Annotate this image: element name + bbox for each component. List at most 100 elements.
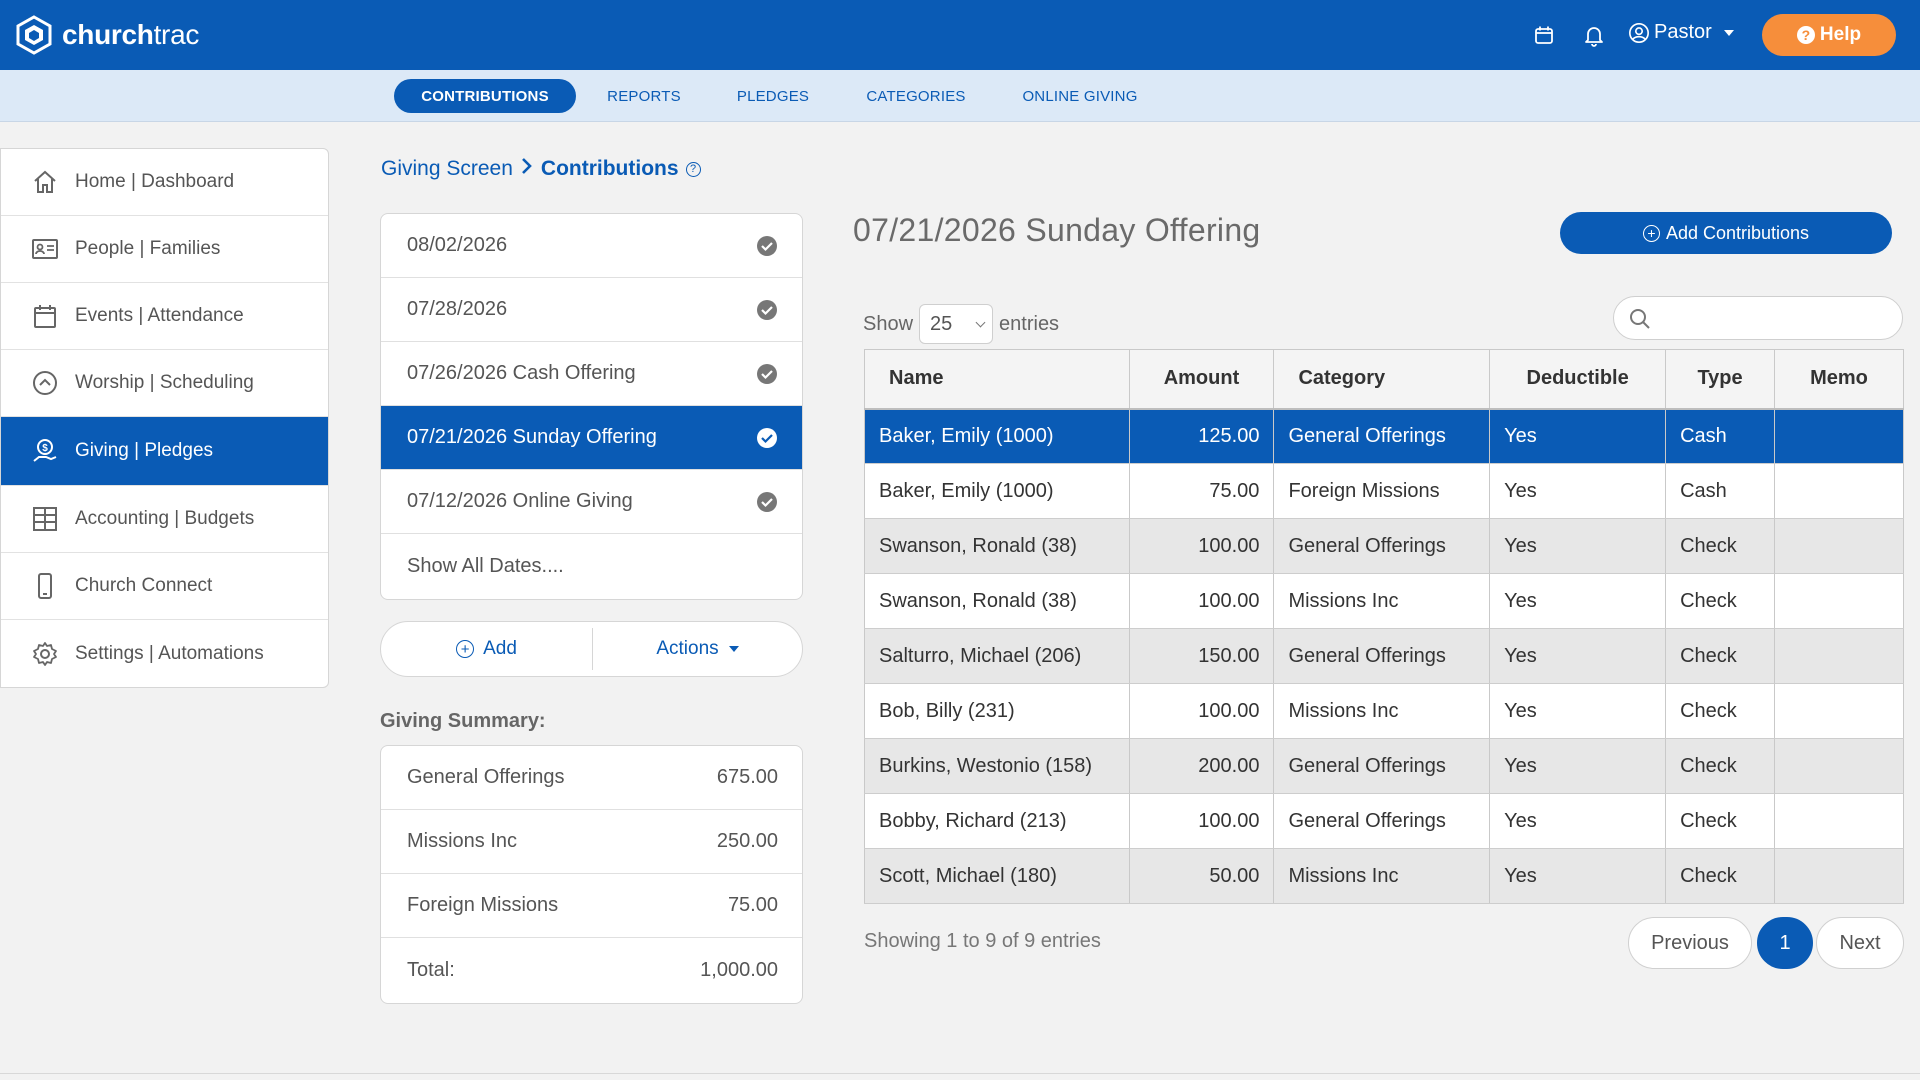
sidebar-item-accounting[interactable]: Accounting | Budgets xyxy=(1,486,328,553)
tab-categories[interactable]: CATEGORIES xyxy=(866,87,966,105)
batch-item[interactable]: 07/28/2026 xyxy=(381,278,802,342)
sidebar-item-label: Giving | Pledges xyxy=(75,440,214,461)
cell-deductible: Yes xyxy=(1489,518,1667,574)
column-header-name[interactable]: Name xyxy=(864,349,1130,410)
tab-reports[interactable]: REPORTS xyxy=(607,87,681,105)
bell-icon[interactable] xyxy=(1582,23,1606,47)
caret-down-icon xyxy=(1723,29,1734,36)
question-circle-icon: ? xyxy=(1796,26,1815,44)
tab-pledges[interactable]: PLEDGES xyxy=(736,87,810,105)
column-header-category[interactable]: Category xyxy=(1273,349,1491,410)
cell-deductible: Yes xyxy=(1489,573,1667,629)
chevron-down-icon xyxy=(975,317,986,328)
search-input[interactable] xyxy=(1658,303,1888,333)
cell-amount: 100.00 xyxy=(1128,573,1275,629)
sidebar-item-settings[interactable]: Settings | Automations xyxy=(1,620,328,687)
add-batch-button[interactable]: + Add xyxy=(381,622,592,676)
info-icon[interactable]: ? xyxy=(685,161,701,177)
summary-amount: 75.00 xyxy=(727,894,778,916)
batch-item-selected[interactable]: 07/21/2026 Sunday Offering xyxy=(381,406,802,470)
show-all-dates-link[interactable]: Show All Dates.... xyxy=(381,534,802,598)
contributions-table: Name Amount Category Deductible Type Mem… xyxy=(864,349,1904,904)
actions-label: Actions xyxy=(656,638,719,659)
table-row[interactable]: Scott, Michael (180) 50.00 Missions Inc … xyxy=(864,848,1904,904)
previous-page-button[interactable]: Previous xyxy=(1628,917,1752,969)
batch-actions-bar: + Add Actions xyxy=(380,621,803,677)
cell-category: General Offerings xyxy=(1273,408,1491,464)
column-header-amount[interactable]: Amount xyxy=(1128,349,1275,410)
page-1-button[interactable]: 1 xyxy=(1757,917,1813,969)
cell-type: Check xyxy=(1665,738,1776,794)
table-row[interactable]: Salturro, Michael (206) 150.00 General O… xyxy=(864,628,1904,684)
table-row-selected[interactable]: Baker, Emily (1000) 125.00 General Offer… xyxy=(864,408,1904,464)
mobile-phone-icon xyxy=(30,571,60,601)
table-row[interactable]: Swanson, Ronald (38) 100.00 General Offe… xyxy=(864,518,1904,574)
check-badge-icon xyxy=(757,364,777,384)
cell-memo xyxy=(1774,628,1904,684)
batch-label: 08/02/2026 xyxy=(407,234,508,256)
batch-item[interactable]: 07/12/2026 Online Giving xyxy=(381,470,802,534)
table-row[interactable]: Bobby, Richard (213) 100.00 General Offe… xyxy=(864,793,1904,849)
actions-dropdown[interactable]: Actions xyxy=(593,622,802,676)
tab-contributions[interactable]: CONTRIBUTIONS xyxy=(394,79,576,113)
cell-deductible: Yes xyxy=(1489,683,1667,739)
cell-type: Check xyxy=(1665,793,1776,849)
churchtrac-logo[interactable]: churchtrac xyxy=(14,15,199,55)
logo-text: churchtrac xyxy=(62,19,200,50)
batch-item[interactable]: 08/02/2026 xyxy=(381,214,802,278)
tab-online-giving[interactable]: ONLINE GIVING xyxy=(1022,87,1138,105)
entries-value: 25 xyxy=(930,312,953,335)
table-row[interactable]: Swanson, Ronald (38) 100.00 Missions Inc… xyxy=(864,573,1904,629)
column-header-deductible[interactable]: Deductible xyxy=(1489,349,1667,410)
cell-category: General Offerings xyxy=(1273,793,1491,849)
cell-amount: 75.00 xyxy=(1128,463,1275,519)
column-header-memo[interactable]: Memo xyxy=(1774,349,1904,410)
cell-deductible: Yes xyxy=(1489,738,1667,794)
sidebar-item-church-connect[interactable]: Church Connect xyxy=(1,553,328,620)
sidebar-item-label: Worship | Scheduling xyxy=(75,372,254,393)
check-badge-icon xyxy=(757,428,777,448)
gear-icon xyxy=(30,639,60,669)
sidebar-item-giving[interactable]: $ Giving | Pledges xyxy=(1,417,328,486)
cell-name: Salturro, Michael (206) xyxy=(864,628,1130,684)
sidebar: Home | Dashboard People | Families Event… xyxy=(0,148,329,688)
caret-down-icon xyxy=(728,646,739,652)
sidebar-item-label: People | Families xyxy=(75,238,221,259)
cell-memo xyxy=(1774,793,1904,849)
entries-select[interactable]: 25 xyxy=(919,304,994,344)
sidebar-item-people[interactable]: People | Families xyxy=(1,216,328,283)
batch-label: 07/28/2026 xyxy=(407,298,508,320)
table-row[interactable]: Baker, Emily (1000) 75.00 Foreign Missio… xyxy=(864,463,1904,519)
cell-name: Bob, Billy (231) xyxy=(864,683,1130,739)
contact-card-icon xyxy=(30,234,60,264)
add-contributions-button[interactable]: + Add Contributions xyxy=(1560,212,1892,254)
batch-item[interactable]: 07/26/2026 Cash Offering xyxy=(381,342,802,406)
chevron-right-icon xyxy=(521,157,533,181)
column-header-type[interactable]: Type xyxy=(1665,349,1776,410)
check-badge-icon xyxy=(757,300,777,320)
ledger-grid-icon xyxy=(30,504,60,534)
cell-name: Scott, Michael (180) xyxy=(864,848,1130,904)
help-button[interactable]: ? Help xyxy=(1762,14,1896,56)
user-menu[interactable]: Pastor xyxy=(1628,21,1734,44)
cell-category: Missions Inc xyxy=(1273,683,1491,739)
cell-type: Check xyxy=(1665,628,1776,684)
cell-type: Check xyxy=(1665,573,1776,629)
summary-amount: 675.00 xyxy=(716,766,778,788)
table-row[interactable]: Burkins, Westonio (158) 200.00 General O… xyxy=(864,738,1904,794)
table-row[interactable]: Bob, Billy (231) 100.00 Missions Inc Yes… xyxy=(864,683,1904,739)
cell-amount: 100.00 xyxy=(1128,683,1275,739)
sidebar-item-home[interactable]: Home | Dashboard xyxy=(1,149,328,216)
next-page-button[interactable]: Next xyxy=(1816,917,1904,969)
table-info: Showing 1 to 9 of 9 entries xyxy=(864,930,1101,952)
breadcrumb: Giving Screen Contributions ? xyxy=(381,157,701,181)
breadcrumb-giving-screen[interactable]: Giving Screen xyxy=(381,157,513,180)
cell-memo xyxy=(1774,573,1904,629)
divider xyxy=(592,628,593,670)
summary-row: Missions Inc 250.00 xyxy=(381,810,802,874)
sidebar-item-events[interactable]: Events | Attendance xyxy=(1,283,328,350)
sidebar-item-worship[interactable]: Worship | Scheduling xyxy=(1,350,328,417)
search-icon xyxy=(1630,309,1650,329)
calendar-icon[interactable] xyxy=(1532,23,1556,47)
giving-summary: General Offerings 675.00 Missions Inc 25… xyxy=(380,745,803,1004)
